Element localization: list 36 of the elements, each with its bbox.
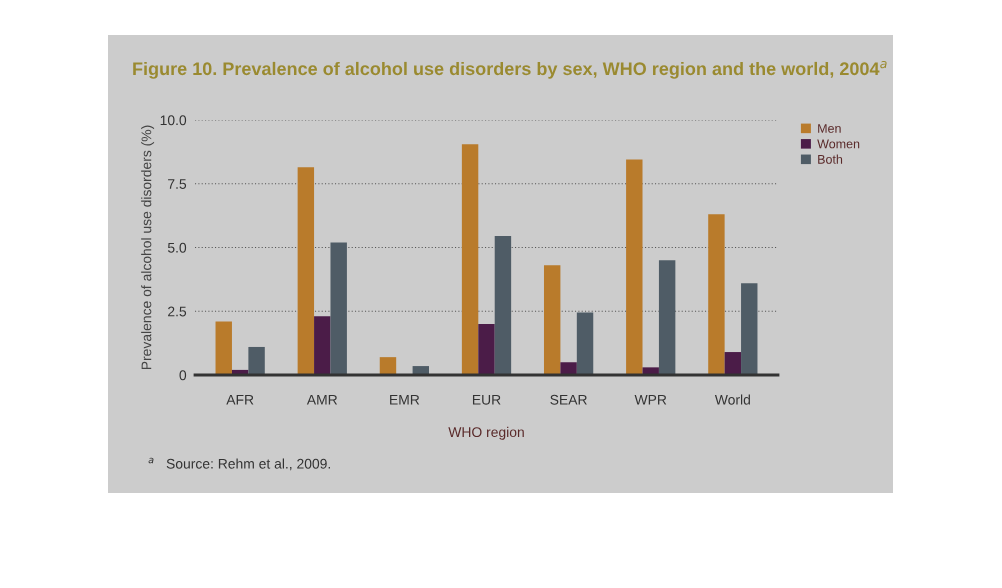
bar — [379, 357, 397, 375]
bar — [724, 352, 742, 375]
x-tick-label: AMR — [306, 394, 338, 405]
bar — [543, 265, 561, 375]
y-tick-label: 2.5 — [168, 306, 187, 317]
bar — [626, 159, 643, 375]
y-tick-label: 5.0 — [167, 242, 187, 253]
bar — [494, 236, 512, 375]
legend-label: Women — [817, 139, 860, 149]
bar — [330, 242, 347, 375]
bar — [560, 362, 577, 375]
x-axis-title: WHO region — [448, 426, 524, 440]
bar — [708, 214, 725, 375]
y-tick-label: 0 — [179, 370, 187, 381]
bar — [658, 260, 676, 375]
bar — [461, 144, 479, 375]
bar — [478, 324, 495, 375]
bar — [576, 312, 594, 375]
y-axis-title: Prevalence of alcohol use disorders (%) — [141, 125, 155, 370]
x-tick-label: EUR — [472, 394, 501, 405]
x-tick-label: World — [714, 394, 750, 405]
x-tick-label: AFR — [226, 394, 254, 405]
x-tick-label: WPR — [634, 394, 667, 405]
legend-label: Men — [818, 124, 841, 133]
text: $^{a}$ Source: Rehm et al., 2009. — [148, 457, 330, 471]
bar — [215, 321, 232, 375]
bar — [741, 283, 758, 375]
bar — [314, 316, 331, 375]
x-tick-label: SEAR — [550, 394, 587, 405]
y-tick-label: 10.0 — [160, 115, 187, 126]
chart-title: Figure 10. Prevalence of alcohol use disorders by sex, WHO region and the world, 2004$^{a}$ — [133, 60, 887, 79]
legend-label: Both — [818, 154, 843, 164]
bar — [297, 167, 315, 375]
x-tick-label: EMR — [390, 394, 420, 405]
y-tick-label: 7.5 — [168, 179, 187, 189]
bar — [248, 346, 265, 375]
